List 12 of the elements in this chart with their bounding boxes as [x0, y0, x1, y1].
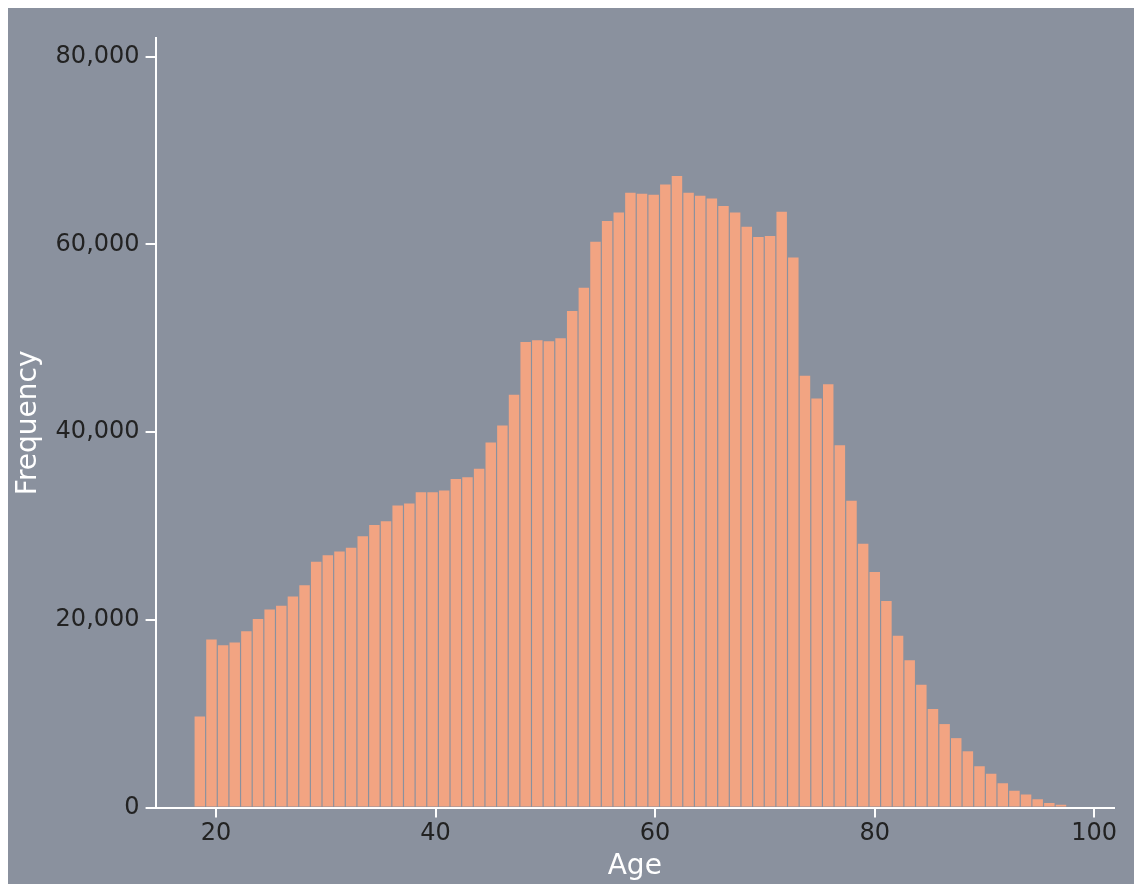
y-axis-title: Frequency: [10, 350, 44, 496]
x-tick-label: 60: [639, 818, 671, 847]
x-axis-title: Age: [607, 848, 662, 882]
x-tick-label: 100: [1071, 818, 1118, 847]
x-tick-label: 40: [420, 818, 451, 847]
x-tick-label: 80: [859, 818, 890, 847]
y-tick-label: 20,000: [55, 604, 140, 633]
y-tick-label: 60,000: [55, 228, 140, 257]
y-tick-label: 0: [124, 791, 140, 820]
y-tick-label: 40,000: [55, 416, 140, 445]
y-tick-label: 80,000: [55, 41, 140, 70]
x-tick-label: 20: [200, 818, 232, 847]
